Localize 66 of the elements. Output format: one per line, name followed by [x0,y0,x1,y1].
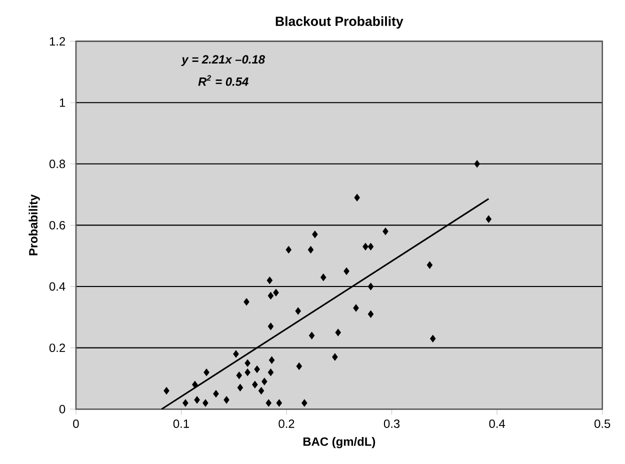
y-tick-label: 0 [59,405,66,414]
point [244,298,250,306]
point [474,160,480,168]
point [252,381,258,388]
x-tick-label: 0.3 [384,420,400,428]
point [295,307,301,315]
x-tick-label: 0.4 [489,420,506,428]
point [286,246,292,254]
x-tick-label: 0 [73,420,79,428]
point [268,322,274,330]
point [354,194,360,202]
y-axis-title: Probability [28,194,40,256]
point [368,282,374,290]
y-tick-label: 0.6 [49,221,66,230]
y-tick-label: 0.4 [49,282,66,291]
point [320,274,326,282]
point [192,381,198,388]
annotation: y = 2.21x –0.18 [181,55,265,66]
point [332,353,338,361]
point [254,366,260,374]
point [486,215,492,223]
point [426,261,433,269]
point [312,230,318,238]
y-tick-label: 1.2 [50,37,65,46]
point [353,304,359,312]
point [368,310,374,318]
point [268,292,274,300]
point [430,335,436,342]
point [202,399,208,407]
point [302,399,308,407]
x-tick-label: 0.1 [173,420,189,428]
point [224,396,230,404]
point [262,378,268,386]
point [266,399,272,407]
x-tick-label: 0.5 [594,420,610,428]
point [308,332,315,340]
x-axis-title: BAC (gm/dL) [303,437,376,448]
point [266,276,273,284]
point [344,268,350,276]
point [182,399,188,407]
point [236,372,242,380]
y-tick-label: 0.2 [49,344,65,352]
point [382,228,388,236]
point [335,328,341,336]
point [164,387,170,395]
point [276,399,282,407]
point [194,396,200,404]
point [213,390,219,398]
point [258,387,264,395]
point [204,368,210,376]
point [273,289,279,296]
annotation: R$^{2}$ = 0.54 [198,75,248,86]
point [362,243,368,251]
chart-title: Blackout Probability [276,16,404,29]
point [233,350,239,358]
point [237,384,244,392]
y-tick-label: 1 [60,98,66,107]
point [308,246,314,254]
point [244,368,250,376]
y-tick-label: 0.8 [49,160,66,168]
point [244,360,250,367]
point [268,356,275,364]
x-tick-label: 0.2 [278,420,294,428]
point [268,368,274,376]
point [368,243,374,251]
point [296,362,302,370]
